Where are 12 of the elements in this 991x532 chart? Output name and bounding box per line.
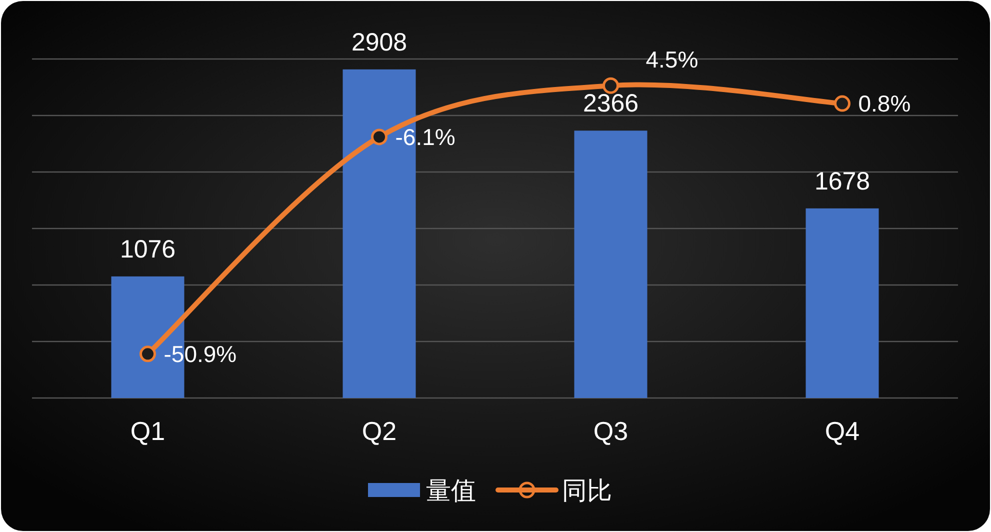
data-label: 4.5%: [646, 46, 698, 73]
data-label: 1076: [120, 235, 176, 264]
x-tick-label: Q3: [593, 416, 628, 446]
x-tick-label: Q4: [824, 416, 860, 446]
x-tick-label: Q2: [362, 416, 397, 446]
data-label: 1678: [814, 167, 870, 196]
legend-label: 量值: [426, 477, 476, 505]
legend-label: 同比: [562, 477, 612, 505]
data-label: 0.8%: [858, 90, 911, 117]
x-tick-label: Q1: [130, 416, 166, 446]
data-label: 2908: [351, 28, 408, 56]
data-label: 2366: [582, 90, 639, 118]
